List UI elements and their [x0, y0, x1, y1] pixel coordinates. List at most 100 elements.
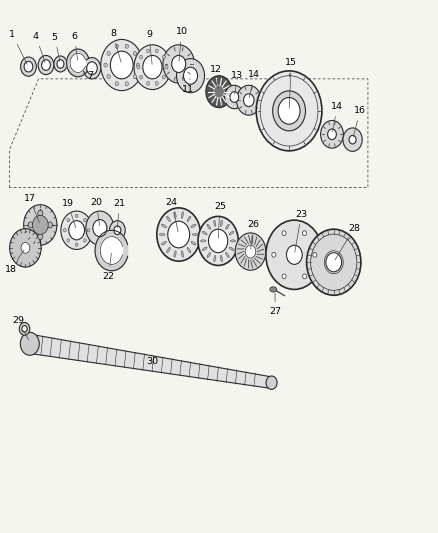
Ellipse shape [42, 60, 50, 70]
Ellipse shape [155, 49, 158, 53]
Ellipse shape [237, 85, 261, 115]
Ellipse shape [64, 229, 66, 232]
Ellipse shape [107, 75, 110, 79]
Ellipse shape [168, 221, 190, 248]
Ellipse shape [10, 229, 41, 267]
Ellipse shape [125, 44, 128, 49]
Ellipse shape [163, 45, 194, 83]
Ellipse shape [136, 63, 140, 67]
Ellipse shape [75, 214, 78, 217]
Ellipse shape [245, 245, 256, 258]
Text: 4: 4 [33, 32, 45, 62]
Polygon shape [29, 334, 272, 389]
Ellipse shape [161, 241, 166, 245]
Ellipse shape [278, 98, 300, 124]
Ellipse shape [174, 251, 176, 257]
Text: 16: 16 [353, 107, 366, 137]
Ellipse shape [147, 49, 150, 53]
Text: 8: 8 [110, 29, 121, 62]
Ellipse shape [174, 212, 176, 219]
Ellipse shape [181, 251, 184, 257]
Ellipse shape [125, 82, 128, 86]
Ellipse shape [110, 221, 125, 240]
Ellipse shape [21, 57, 36, 76]
Ellipse shape [230, 92, 239, 102]
Text: 9: 9 [146, 30, 152, 64]
Ellipse shape [177, 59, 205, 93]
Text: 22: 22 [102, 253, 115, 280]
Polygon shape [70, 53, 85, 72]
Text: 27: 27 [269, 293, 281, 316]
Ellipse shape [208, 229, 228, 253]
Ellipse shape [326, 253, 342, 272]
Ellipse shape [137, 66, 140, 69]
Ellipse shape [313, 252, 317, 257]
Text: 11: 11 [182, 78, 194, 94]
Ellipse shape [172, 55, 186, 72]
Text: 25: 25 [214, 203, 226, 238]
Polygon shape [67, 49, 88, 77]
Ellipse shape [86, 211, 114, 245]
Ellipse shape [67, 219, 70, 222]
Ellipse shape [229, 231, 234, 235]
Ellipse shape [104, 63, 107, 67]
Ellipse shape [162, 75, 165, 79]
Ellipse shape [107, 51, 110, 55]
Ellipse shape [191, 241, 196, 245]
Ellipse shape [206, 76, 232, 108]
Ellipse shape [47, 222, 53, 228]
Ellipse shape [214, 255, 216, 262]
Ellipse shape [166, 247, 170, 253]
Text: 5: 5 [52, 33, 60, 61]
Ellipse shape [24, 61, 33, 72]
Ellipse shape [84, 219, 86, 222]
Ellipse shape [270, 287, 277, 292]
Ellipse shape [87, 229, 90, 232]
Ellipse shape [28, 222, 33, 228]
Ellipse shape [133, 51, 137, 55]
Text: 19: 19 [62, 199, 76, 228]
Ellipse shape [32, 215, 48, 235]
Ellipse shape [321, 120, 343, 148]
Ellipse shape [57, 60, 64, 68]
Ellipse shape [69, 221, 85, 240]
Ellipse shape [21, 243, 30, 253]
Text: 12: 12 [209, 65, 222, 89]
Ellipse shape [110, 51, 133, 79]
Ellipse shape [165, 66, 168, 69]
Ellipse shape [225, 85, 244, 109]
Ellipse shape [207, 253, 211, 257]
Ellipse shape [282, 231, 286, 236]
Ellipse shape [235, 233, 266, 270]
Ellipse shape [191, 224, 196, 228]
Ellipse shape [324, 251, 343, 274]
Ellipse shape [38, 210, 43, 216]
Ellipse shape [101, 39, 143, 91]
Text: 20: 20 [90, 198, 102, 225]
Text: 24: 24 [166, 198, 178, 232]
Ellipse shape [115, 44, 118, 49]
Text: 7: 7 [87, 68, 93, 80]
Ellipse shape [181, 212, 184, 219]
Ellipse shape [266, 376, 277, 390]
Ellipse shape [61, 211, 92, 249]
Text: 6: 6 [71, 32, 78, 60]
Text: 15: 15 [285, 59, 297, 108]
Ellipse shape [166, 216, 170, 222]
Ellipse shape [328, 129, 336, 140]
Ellipse shape [83, 58, 101, 79]
Polygon shape [100, 237, 123, 264]
Text: 26: 26 [247, 221, 259, 249]
Ellipse shape [226, 253, 229, 257]
Ellipse shape [84, 239, 86, 242]
Text: 18: 18 [5, 250, 24, 273]
Ellipse shape [114, 226, 121, 235]
Text: 21: 21 [113, 199, 125, 228]
Ellipse shape [214, 220, 216, 227]
Ellipse shape [303, 231, 307, 236]
Ellipse shape [38, 233, 43, 240]
Text: 1: 1 [9, 30, 27, 64]
Text: 23: 23 [295, 210, 307, 252]
Text: 10: 10 [176, 28, 188, 61]
Text: 30: 30 [146, 357, 159, 366]
